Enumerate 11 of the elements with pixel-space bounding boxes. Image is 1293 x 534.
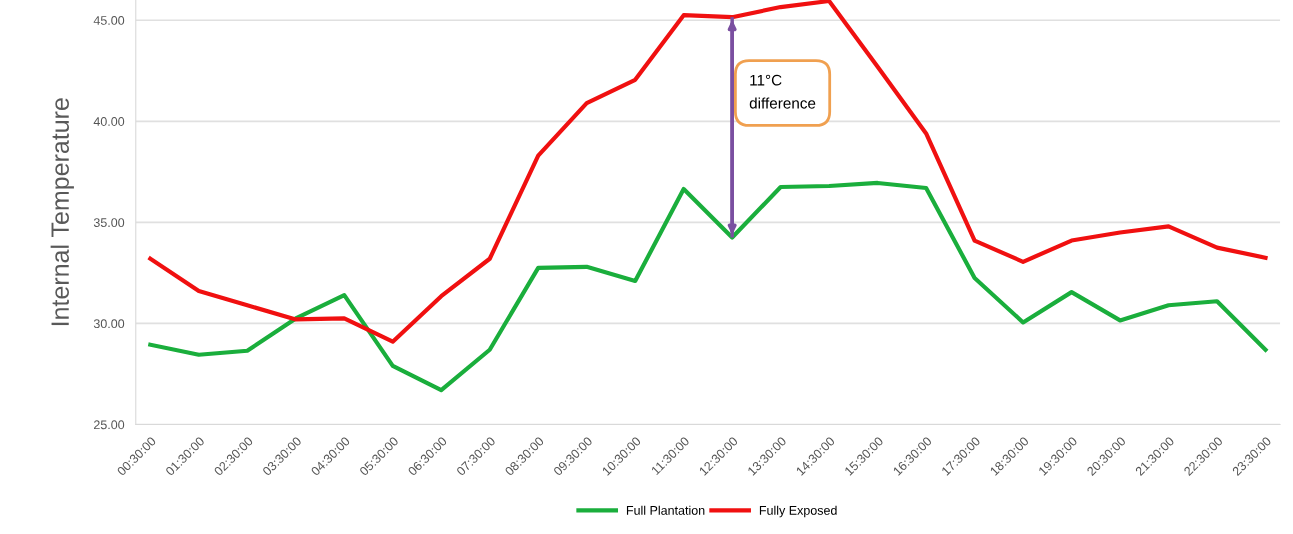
y-tick-label: 45.00 <box>93 16 125 25</box>
line-series <box>148 0 1268 344</box>
legend-label: Full Plantation <box>626 505 705 515</box>
y-tick-label: 35.00 <box>93 218 125 228</box>
y-tick-label: 30.00 <box>93 319 125 329</box>
y-tick-label: 40.00 <box>93 117 125 126</box>
ref-line-label: 11°C difference <box>749 74 816 109</box>
y-tick-label: 25.00 <box>94 420 125 430</box>
line-series <box>148 180 1268 393</box>
y-axis-title: Internal Temperature <box>50 98 74 326</box>
legend-label: Fully Exposed <box>759 505 837 518</box>
